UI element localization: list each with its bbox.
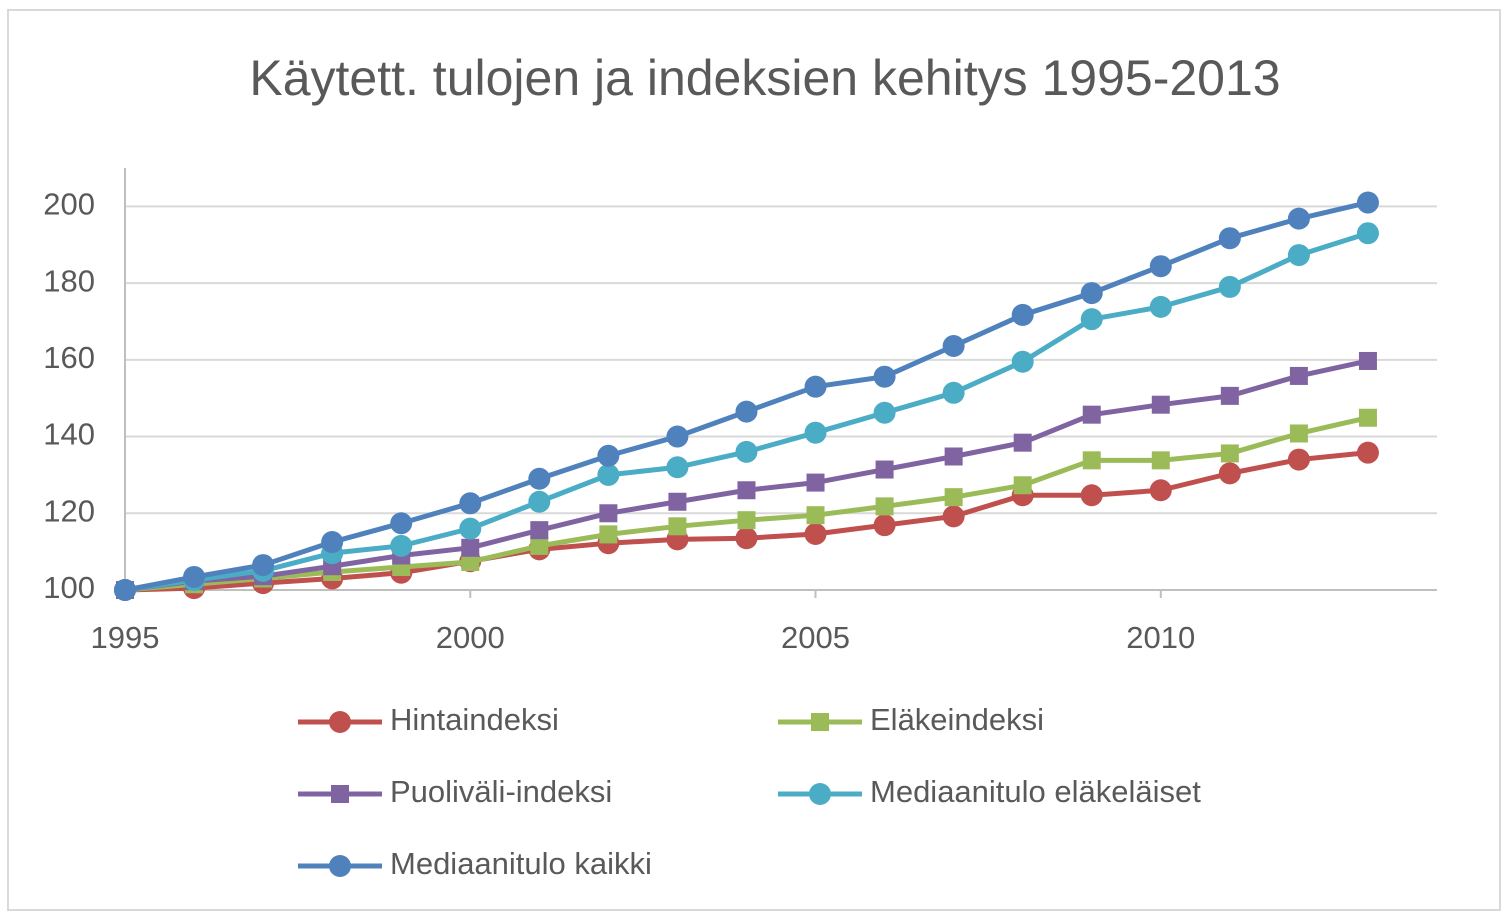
legend-label: Eläkeindeksi (870, 702, 1044, 737)
marker (1287, 207, 1310, 230)
legend-label: Hintaindeksi (390, 702, 559, 737)
marker (390, 534, 413, 557)
marker (1287, 448, 1310, 471)
y-tick-label: 100 (43, 570, 95, 605)
marker (737, 511, 756, 530)
marker (390, 512, 413, 535)
marker (459, 517, 482, 540)
marker (1356, 441, 1379, 464)
marker (1149, 255, 1172, 278)
marker (1013, 433, 1032, 452)
y-tick-label: 160 (43, 340, 95, 375)
x-tick-label: 2000 (436, 620, 505, 655)
legend-label: Mediaanitulo eläkeläiset (870, 774, 1201, 809)
marker (804, 522, 827, 545)
marker (875, 497, 894, 516)
marker (806, 506, 825, 525)
marker (1151, 395, 1170, 414)
marker (1149, 295, 1172, 318)
marker (1080, 282, 1103, 305)
marker (809, 783, 831, 805)
marker (804, 375, 827, 398)
marker (331, 785, 349, 803)
marker (1220, 444, 1239, 463)
marker (942, 335, 965, 358)
marker (599, 525, 618, 544)
x-tick-label: 1995 (91, 620, 160, 655)
marker (1218, 275, 1241, 298)
marker (1356, 222, 1379, 245)
marker (804, 421, 827, 444)
marker (806, 473, 825, 492)
marker (329, 855, 351, 877)
marker (329, 711, 351, 733)
x-tick-label: 2010 (1126, 620, 1195, 655)
marker (737, 481, 756, 500)
legend-label: Mediaanitulo kaikki (390, 846, 652, 881)
marker (1358, 351, 1377, 370)
marker (1080, 308, 1103, 331)
marker (461, 552, 480, 571)
marker (811, 713, 829, 731)
y-tick-label: 140 (43, 417, 95, 452)
marker (1013, 476, 1032, 495)
marker (1082, 405, 1101, 424)
marker (1356, 191, 1379, 214)
marker (183, 565, 206, 588)
marker (944, 447, 963, 466)
marker (873, 401, 896, 424)
marker (735, 440, 758, 463)
marker (530, 521, 549, 540)
marker (252, 554, 275, 577)
y-tick-label: 200 (43, 187, 95, 222)
chart-title: Käytett. tulojen ja indeksien kehitys 19… (249, 50, 1280, 106)
marker (942, 505, 965, 528)
marker (1289, 366, 1308, 385)
marker (528, 490, 551, 513)
x-tick-label: 2005 (781, 620, 850, 655)
marker (1080, 484, 1103, 507)
marker (735, 400, 758, 423)
marker (873, 365, 896, 388)
y-tick-label: 180 (43, 263, 95, 298)
marker (1220, 386, 1239, 405)
marker (597, 444, 620, 467)
legend-label: Puoliväli-indeksi (390, 774, 612, 809)
marker (1011, 350, 1034, 373)
marker (1287, 244, 1310, 267)
marker (530, 536, 549, 555)
marker (597, 463, 620, 486)
marker (1149, 479, 1172, 502)
marker (321, 531, 344, 554)
marker (528, 467, 551, 490)
marker (114, 579, 136, 601)
marker (1082, 451, 1101, 470)
marker (668, 517, 687, 536)
marker (1151, 451, 1170, 470)
marker (459, 492, 482, 515)
marker (873, 514, 896, 537)
marker (668, 492, 687, 511)
marker (599, 504, 618, 523)
marker (666, 425, 689, 448)
marker (1358, 408, 1377, 427)
marker (875, 460, 894, 479)
marker (735, 527, 758, 550)
marker (1011, 303, 1034, 326)
chart-frame (7, 9, 1501, 911)
marker (1218, 462, 1241, 485)
marker (1289, 424, 1308, 443)
y-tick-label: 120 (43, 493, 95, 528)
marker (942, 381, 965, 404)
marker (1218, 227, 1241, 250)
marker (944, 488, 963, 507)
marker (461, 538, 480, 557)
marker (666, 456, 689, 479)
